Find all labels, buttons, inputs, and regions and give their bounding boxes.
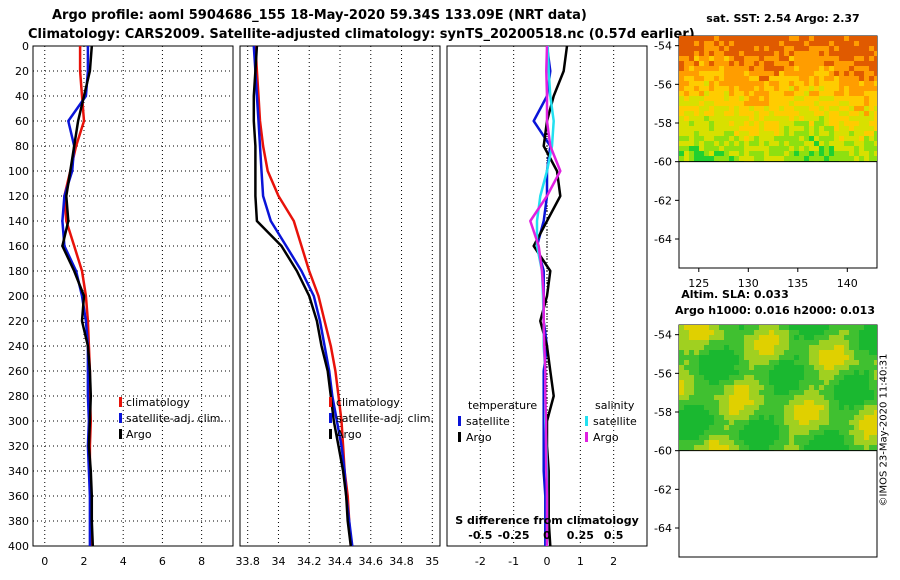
map-2-ytick-label: -62	[654, 483, 672, 496]
map-2-subtitle: Argo h1000: 0.016 h2000: 0.013	[675, 304, 875, 317]
x-tick-label: 33.8	[235, 555, 260, 568]
x-tick-label: 34.2	[297, 555, 322, 568]
y-tick-label: 280	[8, 390, 29, 403]
map-1-ytick-label: -54	[654, 40, 672, 53]
map-2-ytick-label: -56	[654, 367, 672, 380]
timestamp-note: ©IMOS 23-May-2020 11:40:31	[878, 353, 890, 507]
series-argo	[252, 45, 353, 547]
map-1-field	[679, 36, 877, 162]
x-tick-label: 0	[41, 555, 48, 568]
legend-label: satellite	[466, 415, 510, 428]
y-tick-label: 40	[15, 90, 29, 103]
salinity-tick-label: 0	[543, 529, 551, 542]
x-tick-label: 34.6	[359, 555, 384, 568]
legend-label: climatology	[126, 396, 190, 409]
x-tick-label: 2	[610, 555, 617, 568]
map-2-field	[679, 325, 877, 451]
x-tick-label: -2	[475, 555, 486, 568]
y-tick-label: 100	[8, 165, 29, 178]
series-satellite-adj-clim-	[61, 46, 92, 546]
x-tick-label: 34.8	[389, 555, 414, 568]
x-tick-label: 8	[198, 555, 205, 568]
salinity-tick-label: -0.5	[468, 529, 492, 542]
map-1-xtick-label: 130	[738, 277, 759, 290]
legend-swatch	[329, 429, 332, 439]
legend-swatch	[458, 416, 461, 426]
title-line-2: Climatology: CARS2009. Satellite-adjuste…	[28, 27, 695, 42]
series-satellite-adj-clim-	[252, 45, 354, 547]
map-1-ytick-label: -56	[654, 78, 672, 91]
x-tick-label: 34.4	[328, 555, 353, 568]
y-tick-label: 80	[15, 140, 29, 153]
y-tick-label: 320	[8, 440, 29, 453]
x-tick-label: 0	[544, 555, 551, 568]
map-1-ytick-label: -64	[654, 233, 672, 246]
legend-swatch	[585, 416, 588, 426]
x-tick-label: 2	[80, 555, 87, 568]
legend-swatch	[329, 397, 332, 407]
y-tick-label: 220	[8, 315, 29, 328]
legend-swatch	[585, 432, 588, 442]
y-tick-label: 200	[8, 290, 29, 303]
y-tick-label: 400	[8, 540, 29, 553]
legend-swatch	[119, 413, 122, 423]
legend-label: Argo	[466, 431, 492, 444]
legend-swatch	[458, 432, 461, 442]
legend-swatch	[119, 397, 122, 407]
x-tick-label: 6	[159, 555, 166, 568]
x-tick-label: 1	[577, 555, 584, 568]
y-tick-label: 240	[8, 340, 29, 353]
series-salinity-argo	[529, 45, 562, 546]
x-axis-label: S difference from climatology	[455, 514, 639, 527]
y-tick-label: 380	[8, 515, 29, 528]
x-tick-label: 34	[271, 555, 285, 568]
legend-swatch	[329, 413, 332, 423]
y-tick-label: 340	[8, 465, 29, 478]
salinity-tick-label: 0.5	[604, 529, 624, 542]
map-2-ytick-label: -54	[654, 329, 672, 342]
map-1-xtick-label: 140	[837, 277, 858, 290]
y-tick-label: 180	[8, 265, 29, 278]
legend-group-title: temperature	[468, 399, 537, 412]
legend-swatch	[119, 429, 122, 439]
y-tick-label: 0	[22, 40, 29, 53]
map-2-title: Altim. SLA: 0.033	[681, 288, 788, 301]
legend-label: climatology	[336, 396, 400, 409]
salinity-tick-label: -0.25	[498, 529, 530, 542]
salinity-tick-label: 0.25	[567, 529, 594, 542]
map-1-ytick-label: -58	[654, 117, 672, 130]
legend-label: satellite-adj. clim.	[336, 412, 434, 425]
title-line-1: Argo profile: aoml 5904686_155 18-May-20…	[52, 8, 587, 23]
legend-group-title: salinity	[595, 399, 635, 412]
legend-label: satellite	[593, 415, 637, 428]
y-tick-label: 300	[8, 415, 29, 428]
y-tick-label: 160	[8, 240, 29, 253]
map-2-ytick-label: -60	[654, 445, 672, 458]
map-1-xtick-label: 125	[688, 277, 709, 290]
map-2-ytick-label: -58	[654, 406, 672, 419]
x-tick-label: -1	[508, 555, 519, 568]
legend-label: satellite-adj. clim.	[126, 412, 224, 425]
legend-label: Argo	[336, 428, 362, 441]
series-argo	[61, 45, 95, 547]
y-tick-label: 120	[8, 190, 29, 203]
y-tick-label: 20	[15, 65, 29, 78]
map-1-ytick-label: -60	[654, 156, 672, 169]
map-1-xtick-label: 135	[787, 277, 808, 290]
map-1-ytick-label: -62	[654, 194, 672, 207]
y-tick-label: 360	[8, 490, 29, 503]
x-tick-label: 4	[120, 555, 127, 568]
series-temperature-argo	[532, 45, 569, 547]
legend-label: Argo	[593, 431, 619, 444]
y-tick-label: 60	[15, 115, 29, 128]
map-2-ytick-label: -64	[654, 522, 672, 535]
x-tick-label: 35	[425, 555, 439, 568]
y-tick-label: 260	[8, 365, 29, 378]
legend-label: Argo	[126, 428, 152, 441]
map-1-title: sat. SST: 2.54 Argo: 2.37	[706, 12, 859, 25]
y-tick-label: 140	[8, 215, 29, 228]
